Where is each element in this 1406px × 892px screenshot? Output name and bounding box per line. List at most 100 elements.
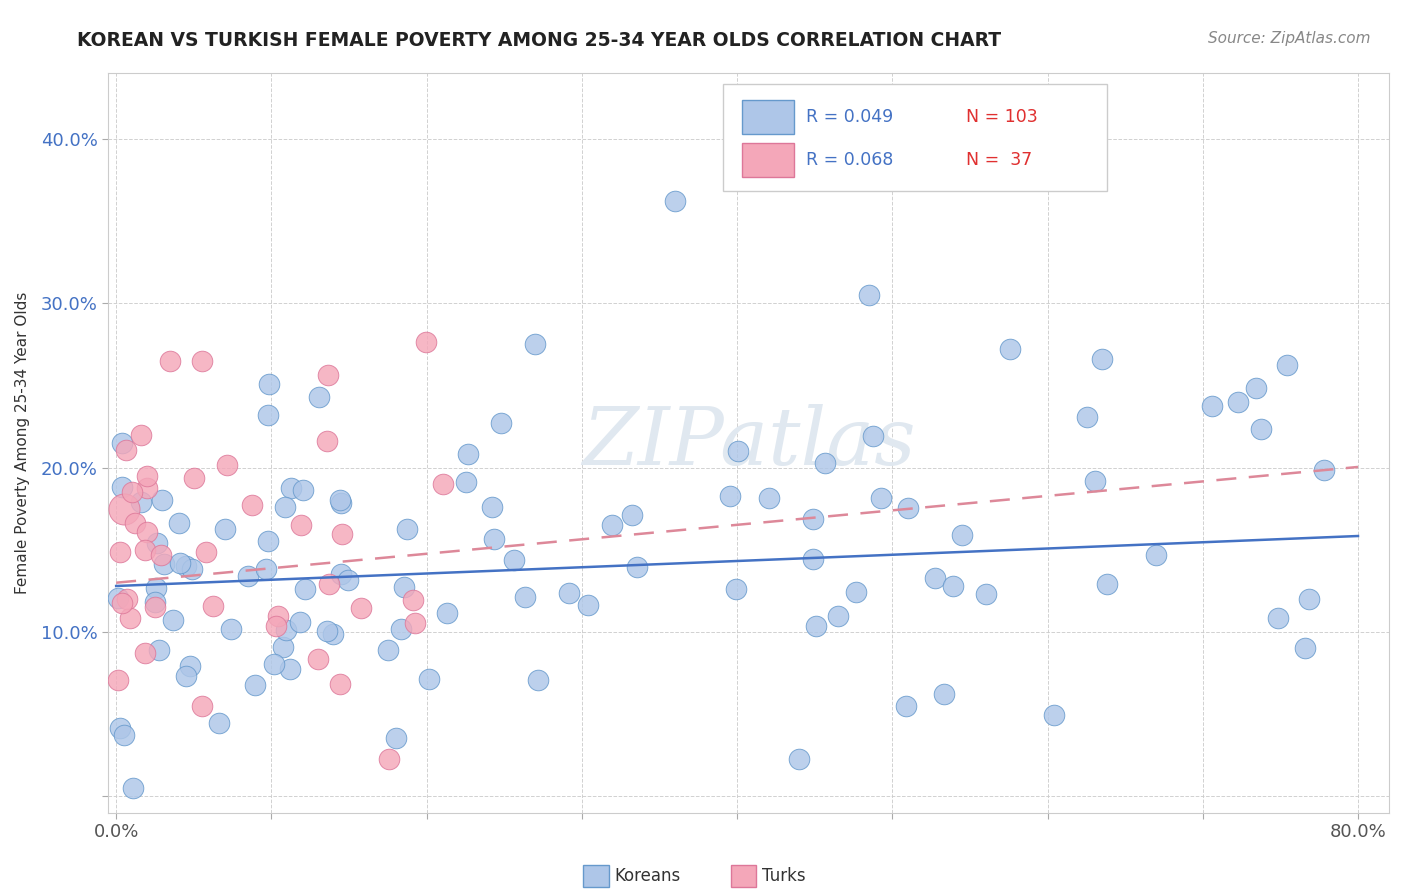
Point — [894, 698, 917, 713]
Point — [254, 562, 277, 576]
Point — [129, 495, 152, 509]
Point — [257, 376, 280, 391]
Point — [576, 598, 599, 612]
Point — [115, 591, 138, 606]
Text: Turks: Turks — [762, 867, 806, 885]
Point — [162, 613, 184, 627]
Point — [626, 559, 648, 574]
Text: KOREAN VS TURKISH FEMALE POVERTY AMONG 25-34 YEAR OLDS CORRELATION CHART: KOREAN VS TURKISH FEMALE POVERTY AMONG 2… — [77, 31, 1001, 50]
Point — [1227, 394, 1250, 409]
Point — [129, 427, 152, 442]
Point — [124, 516, 146, 531]
Text: R = 0.049: R = 0.049 — [807, 108, 894, 126]
Point — [489, 416, 512, 430]
Point — [1201, 399, 1223, 413]
Point — [159, 353, 181, 368]
Point — [143, 595, 166, 609]
Point — [152, 493, 174, 508]
Point — [858, 288, 880, 302]
Text: ZIPatlas: ZIPatlas — [582, 404, 915, 482]
Point — [264, 618, 287, 632]
Point — [174, 559, 197, 574]
Point — [181, 562, 204, 576]
Point — [418, 672, 440, 686]
Point — [257, 533, 280, 548]
Point — [110, 545, 132, 559]
Point — [727, 443, 749, 458]
Point — [1076, 409, 1098, 424]
Point — [174, 668, 197, 682]
Text: N = 103: N = 103 — [966, 108, 1038, 126]
Text: R = 0.068: R = 0.068 — [807, 152, 894, 169]
Point — [329, 677, 352, 691]
Point — [515, 590, 537, 604]
Point — [114, 443, 136, 458]
Point — [377, 642, 399, 657]
Point — [238, 569, 260, 583]
Point — [1246, 381, 1268, 395]
Point — [207, 716, 229, 731]
Point — [804, 619, 827, 633]
Point — [620, 508, 643, 522]
Point — [924, 571, 946, 585]
Point — [1043, 708, 1066, 723]
Point — [862, 429, 884, 443]
Point — [201, 599, 224, 614]
Point — [1250, 422, 1272, 436]
Point — [290, 517, 312, 532]
Point — [384, 731, 406, 745]
Point — [111, 480, 134, 494]
Y-axis label: Female Poverty Among 25-34 Year Olds: Female Poverty Among 25-34 Year Olds — [15, 292, 30, 594]
Point — [240, 498, 263, 512]
Point — [274, 623, 297, 637]
Point — [758, 491, 780, 506]
Point — [315, 624, 337, 638]
Point — [527, 673, 550, 687]
Point — [146, 536, 169, 550]
Point — [404, 615, 426, 630]
Point — [190, 353, 212, 368]
Point — [135, 481, 157, 495]
FancyBboxPatch shape — [723, 84, 1108, 192]
Point — [394, 580, 416, 594]
Point — [267, 609, 290, 624]
Point — [801, 552, 824, 566]
Point — [1144, 548, 1167, 562]
Point — [329, 493, 352, 508]
Point — [1298, 592, 1320, 607]
Point — [602, 517, 624, 532]
Point — [273, 500, 295, 515]
Point — [167, 516, 190, 530]
Point — [243, 678, 266, 692]
Point — [389, 623, 412, 637]
Text: N =  37: N = 37 — [966, 152, 1032, 169]
Point — [503, 553, 526, 567]
Point — [1091, 352, 1114, 367]
Point — [318, 576, 340, 591]
Point — [402, 592, 425, 607]
Point — [396, 522, 419, 536]
Point — [271, 640, 294, 654]
Point — [134, 646, 156, 660]
Point — [150, 548, 173, 562]
Point — [291, 483, 314, 497]
Point — [329, 567, 352, 582]
Point — [190, 699, 212, 714]
Point — [107, 591, 129, 605]
Point — [457, 447, 479, 461]
Point — [436, 606, 458, 620]
Point — [942, 578, 965, 592]
Text: Koreans: Koreans — [614, 867, 681, 885]
Point — [974, 586, 997, 600]
Point — [120, 611, 142, 625]
Point — [215, 458, 238, 472]
Point — [897, 501, 920, 516]
Point — [524, 337, 547, 351]
Point — [558, 585, 581, 599]
Point — [814, 456, 837, 470]
Point — [845, 584, 868, 599]
Point — [214, 522, 236, 536]
Point — [219, 622, 242, 636]
Point — [1277, 358, 1299, 372]
Point — [169, 557, 191, 571]
